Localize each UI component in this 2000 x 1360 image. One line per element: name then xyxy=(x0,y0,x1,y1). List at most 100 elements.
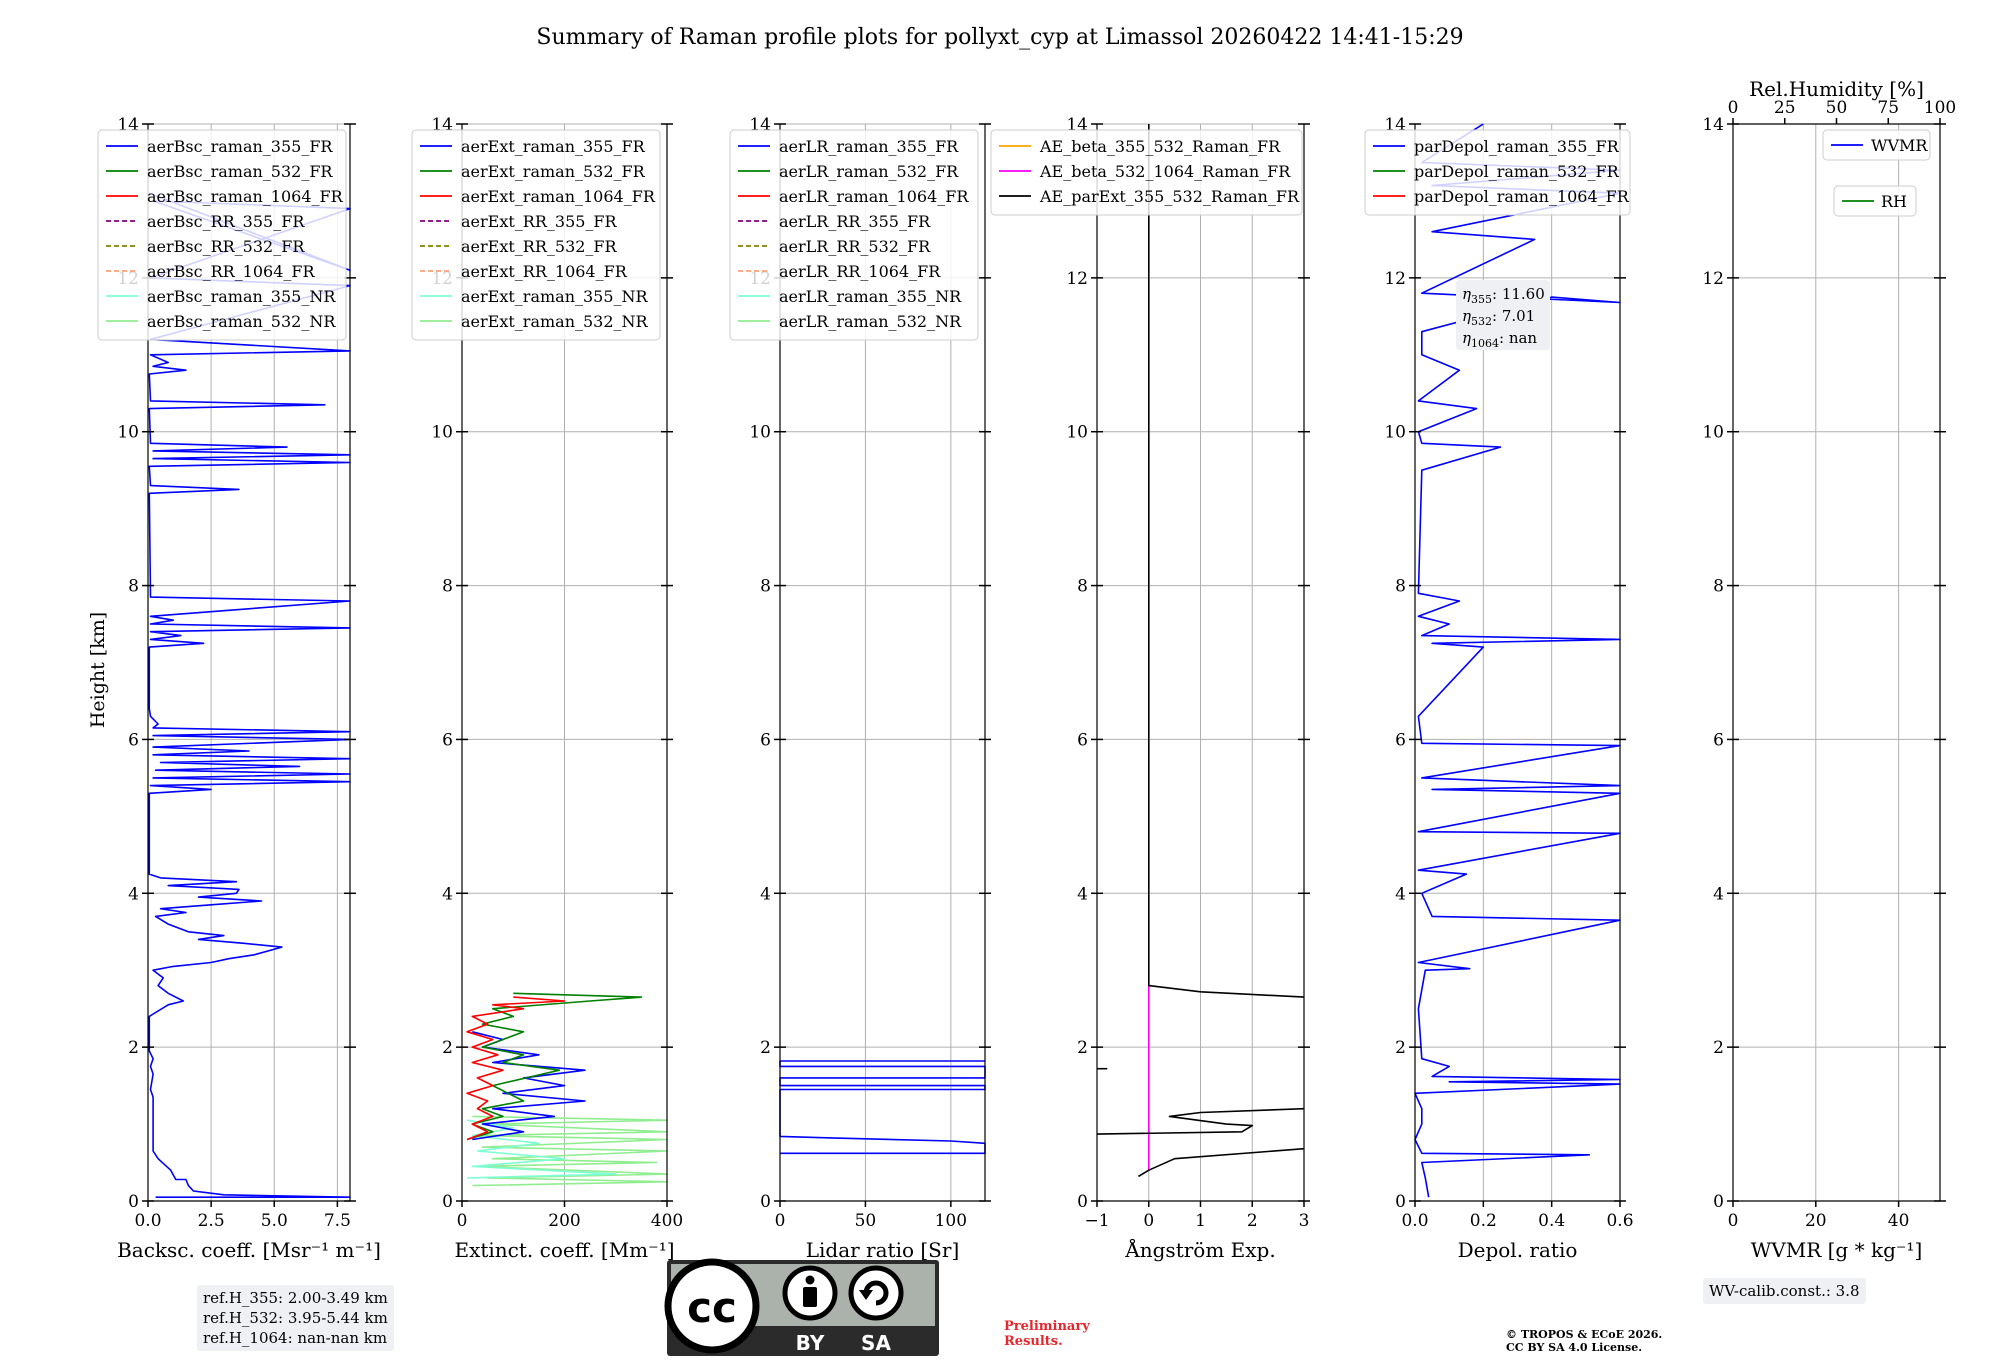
cc-license-badge: cc BY SA xyxy=(664,1258,939,1356)
y-tick-label: 8 xyxy=(1395,577,1406,597)
y-tick-label: 10 xyxy=(1066,423,1088,443)
x-tick-label: 0 xyxy=(775,1211,786,1231)
figure-title: Summary of Raman profile plots for polly… xyxy=(536,25,1463,50)
legend-label: aerBsc_raman_532_NR xyxy=(147,312,336,331)
y-tick-label: 2 xyxy=(1077,1038,1088,1058)
panel-extinction: 024681012140200400Extinct. coeff. [Mm⁻¹]… xyxy=(411,115,683,1262)
legend-label: aerExt_RR_532_FR xyxy=(461,237,618,256)
y-tick-label: 2 xyxy=(1395,1038,1406,1058)
y-tick-label: 8 xyxy=(442,577,453,597)
cc-sa-label: SA xyxy=(861,1331,891,1355)
x-tick-label: 0 xyxy=(1143,1211,1154,1231)
x-axis-label: Backsc. coeff. [Msr⁻¹ m⁻¹] xyxy=(117,1238,381,1262)
y-tick-label: 6 xyxy=(1713,730,1724,750)
share-alike-icon xyxy=(848,1265,904,1321)
x-tick-label: 0.6 xyxy=(1606,1211,1633,1231)
legend-frame xyxy=(1364,129,1631,216)
legend-frame xyxy=(97,129,347,341)
copyright-line: © TROPOS & ECoE 2026. xyxy=(1506,1328,1663,1341)
legend-label: aerBsc_RR_1064_FR xyxy=(147,262,316,281)
x-axis-label: WVMR [g * kg⁻¹] xyxy=(1751,1238,1923,1262)
y-tick-label: 8 xyxy=(1077,577,1088,597)
legend-label: RH xyxy=(1881,192,1907,211)
legend-label: aerExt_raman_355_FR xyxy=(461,137,646,156)
x-tick-label: 1 xyxy=(1195,1211,1206,1231)
legend-frame xyxy=(411,129,661,341)
legend-label: AE_beta_532_1064_Raman_FR xyxy=(1039,162,1291,181)
x-tick-label: 2 xyxy=(1247,1211,1258,1231)
series-line-aerLR_raman_355_FR xyxy=(779,1060,986,1155)
panel-lidar_ratio: 02468101214050100Lidar ratio [Sr]aerLR_r… xyxy=(729,115,991,1262)
wv-calib-const: WV-calib.const.: 3.8 xyxy=(1709,1282,1860,1300)
y-tick-label: 12 xyxy=(1702,269,1724,289)
legend-label: AE_beta_355_532_Raman_FR xyxy=(1039,137,1281,156)
y-tick-label: 6 xyxy=(442,730,453,750)
annotation-line: η532: 7.01 xyxy=(1462,307,1535,328)
preliminary-results-note: Preliminary Results. xyxy=(1004,1319,1090,1349)
top-x-tick-label: 50 xyxy=(1826,98,1848,118)
y-tick-label: 10 xyxy=(117,423,139,443)
x-axis-label: Ångström Exp. xyxy=(1124,1237,1275,1262)
y-tick-label: 0 xyxy=(1077,1192,1088,1212)
legend-label: aerExt_raman_355_NR xyxy=(461,287,649,306)
y-tick-label: 0 xyxy=(1395,1192,1406,1212)
x-tick-label: 0.4 xyxy=(1538,1211,1565,1231)
y-tick-label: 6 xyxy=(128,730,139,750)
y-tick-label: 4 xyxy=(128,884,139,904)
x-tick-label: 0.2 xyxy=(1470,1211,1497,1231)
x-tick-label: 100 xyxy=(935,1211,967,1231)
y-tick-label: 8 xyxy=(128,577,139,597)
legend-frame xyxy=(990,129,1303,216)
ref-height-355: ref.H_355: 2.00-3.49 km xyxy=(203,1289,388,1307)
y-tick-label: 12 xyxy=(1066,269,1088,289)
legend-label: aerBsc_raman_355_FR xyxy=(147,137,333,156)
legend-label: aerBsc_RR_532_FR xyxy=(147,237,305,256)
y-tick-label: 0 xyxy=(128,1192,139,1212)
y-tick-label: 4 xyxy=(1077,884,1088,904)
x-tick-label: 0.0 xyxy=(134,1211,161,1231)
legend-label: aerBsc_raman_355_NR xyxy=(147,287,336,306)
top-x-tick-label: 25 xyxy=(1774,98,1796,118)
y-tick-label: 4 xyxy=(760,884,771,904)
y-tick-label: 2 xyxy=(1713,1038,1724,1058)
legend-label: aerLR_RR_355_FR xyxy=(779,212,931,231)
x-tick-label: 7.5 xyxy=(324,1211,351,1231)
legend-label: parDepol_raman_532_FR xyxy=(1414,162,1620,181)
x-tick-label: 0.0 xyxy=(1401,1211,1428,1231)
legend-frame xyxy=(1822,129,1931,161)
reference-heights-box: ref.H_355: 2.00-3.49 km ref.H_532: 3.95-… xyxy=(197,1285,394,1351)
y-tick-label: 0 xyxy=(1713,1192,1724,1212)
top-x-tick-label: 75 xyxy=(1877,98,1899,118)
series-line-aerBsc_raman_355_FR xyxy=(148,192,351,1198)
series-line-aerExt_raman_355_NR xyxy=(466,1119,617,1179)
x-axis-label: Depol. ratio xyxy=(1458,1238,1578,1262)
series-line-AE_parExt_355_532_Raman_FR xyxy=(1137,1147,1305,1178)
copyright-note: © TROPOS & ECoE 2026. CC BY SA 4.0 Licen… xyxy=(1506,1328,1662,1354)
x-tick-label: 200 xyxy=(548,1211,580,1231)
cc-circle-icon xyxy=(664,1258,760,1354)
legend-label: aerLR_raman_355_FR xyxy=(779,137,959,156)
legend-label: aerExt_raman_1064_FR xyxy=(461,187,656,206)
legend-label: WVMR xyxy=(1871,136,1928,155)
y-axis-label: Height [km] xyxy=(87,612,109,728)
y-tick-label: 6 xyxy=(1077,730,1088,750)
legend-frame xyxy=(729,129,979,341)
legend-label: aerBsc_raman_1064_FR xyxy=(147,187,344,206)
top-x-tick-label: 0 xyxy=(1728,98,1739,118)
legend-angstrom: AE_beta_355_532_Raman_FR AE_beta_532_1064… xyxy=(990,129,1303,216)
y-tick-label: 10 xyxy=(749,423,771,443)
x-axis-label: Lidar ratio [Sr] xyxy=(806,1238,960,1262)
legend-label: aerBsc_RR_355_FR xyxy=(147,212,305,231)
series-line-AE_parExt_355_532_Raman_FR xyxy=(1096,1107,1305,1135)
x-tick-label: 20 xyxy=(1805,1211,1827,1231)
x-tick-label: −1 xyxy=(1084,1211,1109,1231)
x-tick-label: 5.0 xyxy=(261,1211,288,1231)
legend-label: parDepol_raman_355_FR xyxy=(1414,137,1620,156)
legend-label: aerLR_raman_532_NR xyxy=(779,312,962,331)
legend-label: aerExt_RR_355_FR xyxy=(461,212,618,231)
legend-label: parDepol_raman_1064_FR xyxy=(1414,187,1630,206)
y-tick-label: 6 xyxy=(760,730,771,750)
wv-calibration-box: WV-calib.const.: 3.8 xyxy=(1703,1278,1866,1304)
